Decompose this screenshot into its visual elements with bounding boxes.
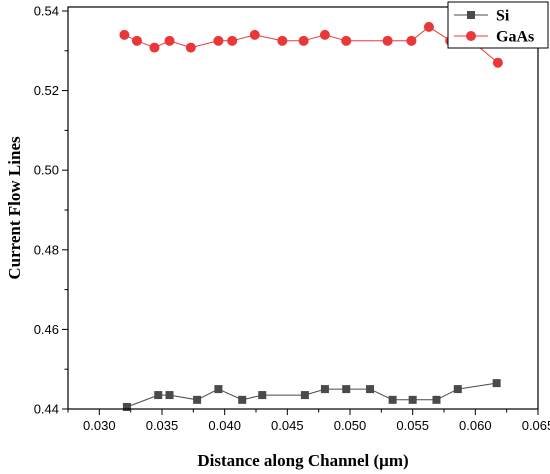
x-axis-title: Distance along Channel (μm) [197, 451, 408, 470]
data-point [119, 29, 130, 40]
data-point [154, 391, 163, 400]
data-point [238, 395, 247, 404]
legend-items: Si GaAs [454, 8, 534, 46]
series-si [122, 379, 501, 412]
data-point [185, 42, 196, 53]
series-line [124, 26, 499, 64]
data-point [341, 35, 352, 46]
data-point [300, 391, 309, 400]
data-point [366, 385, 375, 394]
series-line [126, 382, 497, 408]
y-tick-label: 0.48 [34, 242, 59, 257]
x-tick-label: 0.050 [334, 418, 367, 433]
legend-item-gaas: GaAs [454, 29, 534, 46]
legend-marker [466, 31, 476, 41]
data-point [408, 395, 417, 404]
y-tick-label: 0.44 [34, 402, 59, 417]
tick-layer: 0.030 0.035 0.040 0.045 0.050 0.055 0.060 0.065… [34, 3, 550, 433]
y-tick-label: 0.50 [34, 163, 59, 178]
x-tick-label: 0.040 [208, 418, 241, 433]
data-point [164, 35, 175, 46]
legend-marker [467, 11, 475, 19]
data-point [342, 385, 351, 394]
data-point [382, 35, 393, 46]
data-point [258, 391, 267, 400]
x-tick-label: 0.035 [146, 418, 179, 433]
y-axis-title: Current Flow Lines [5, 136, 24, 280]
data-point [492, 379, 501, 388]
y-tick-label: 0.46 [34, 322, 59, 337]
series-layer [119, 21, 503, 412]
y-tick-label: 0.54 [34, 3, 59, 18]
y-tick-label: 0.52 [34, 83, 59, 98]
data-point [277, 35, 288, 46]
data-point [131, 35, 142, 46]
data-point [388, 395, 397, 404]
data-point [406, 35, 417, 46]
data-point [213, 35, 224, 46]
x-tick-label: 0.045 [271, 418, 304, 433]
data-point [453, 385, 462, 394]
data-point [492, 57, 503, 68]
data-point [193, 395, 202, 404]
plot-frame [67, 6, 539, 410]
x-tick-label: 0.055 [396, 418, 429, 433]
legend-label: GaAs [496, 29, 534, 46]
data-point [227, 35, 238, 46]
series-gaas [119, 21, 503, 68]
data-point [320, 385, 329, 394]
legend-box [447, 1, 549, 49]
legend: Si GaAs [447, 1, 549, 49]
data-point [298, 35, 309, 46]
data-point [423, 21, 434, 32]
data-point [149, 42, 160, 53]
data-point [432, 395, 441, 404]
data-point [319, 29, 330, 40]
legend-item-si: Si [454, 8, 510, 25]
x-tick-label: 0.030 [83, 418, 116, 433]
legend-label: Si [496, 8, 510, 25]
x-tick-label: 0.060 [459, 418, 492, 433]
data-point [214, 385, 223, 394]
x-tick-label: 0.065 [522, 418, 550, 433]
data-point [165, 391, 174, 400]
data-point [249, 29, 260, 40]
data-point [122, 403, 131, 412]
